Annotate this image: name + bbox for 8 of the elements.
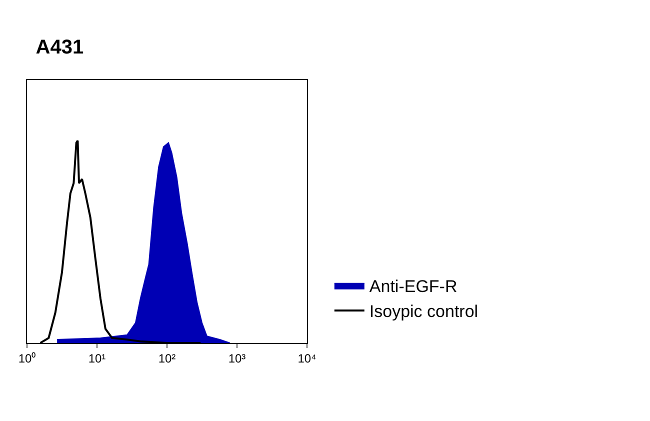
x-tick-label: 10⁰ — [18, 351, 36, 366]
x-tick-label: 10¹ — [88, 351, 106, 366]
legend-label: Anti-EGF-R — [369, 276, 458, 296]
x-tick-label: 10² — [158, 351, 176, 366]
legend-label: Isoypic control — [369, 302, 478, 322]
x-tick-label: 10³ — [228, 351, 246, 366]
chart-title: A431 — [36, 36, 84, 58]
x-tick-label: 10⁴ — [298, 351, 316, 366]
